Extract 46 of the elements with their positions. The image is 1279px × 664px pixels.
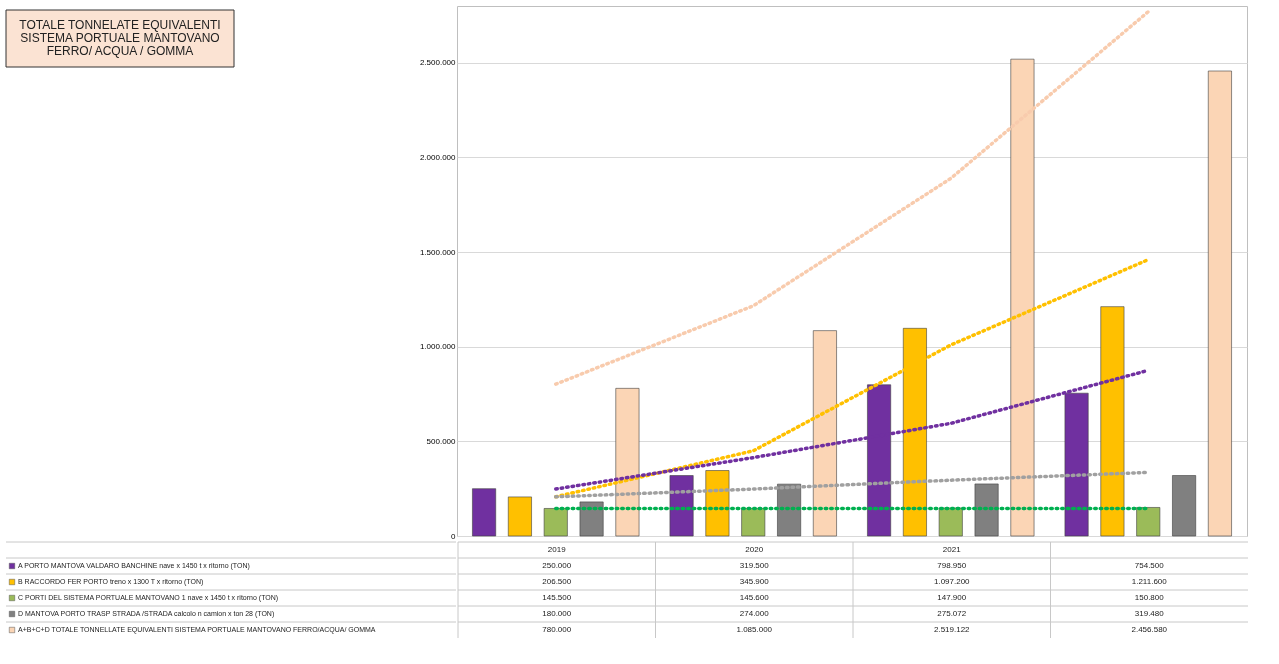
text: TOTALE TONNELATE EQUIVALENTI SISTEMA PORTUALE MANTOVANO FERRO/ ACQUA / GOMMA <box>19 18 221 58</box>
data-label: 319.500 <box>739 561 770 570</box>
bar <box>579 501 604 537</box>
y-tick-label: 1.500.000 <box>419 247 457 257</box>
x-tick-label: 2021 <box>942 545 962 554</box>
bar <box>615 388 640 537</box>
bar <box>472 488 497 537</box>
bar <box>741 508 766 537</box>
data-label: 319.480 <box>1134 609 1165 618</box>
data-label: 145.500 <box>542 593 572 602</box>
bar <box>1207 70 1232 537</box>
bar <box>507 496 532 537</box>
data-label: 2.519.122 <box>933 625 971 634</box>
bar <box>669 475 694 537</box>
data-label: 1.097.200 <box>933 577 971 586</box>
data-label: 1.211.600 <box>1131 577 1168 586</box>
line-series <box>554 470 1150 499</box>
bar <box>543 508 568 537</box>
y-tick-label: 0 <box>451 531 457 541</box>
data-label: 274.000 <box>739 609 770 618</box>
y-tick-label: 500.000 <box>426 436 457 446</box>
data-label: 798.950 <box>937 561 967 570</box>
bar <box>1136 507 1161 537</box>
x-tick-label: 2020 <box>745 545 764 554</box>
y-tick-label: 2.000.000 <box>419 152 457 162</box>
bar <box>1100 306 1125 537</box>
bar <box>938 507 963 537</box>
data-label: 180.000 <box>542 609 572 618</box>
y-tick-label: 2.500.000 <box>419 58 457 68</box>
data-label: 2.456.580 <box>1131 625 1168 634</box>
bar <box>974 483 999 537</box>
x-tick-label: 2019 <box>547 545 567 554</box>
data-label: 150.800 <box>1134 593 1165 602</box>
data-label: 275.072 <box>937 609 967 618</box>
data-label: 754.500 <box>1134 561 1165 570</box>
data-label: 206.500 <box>542 577 572 586</box>
y-tick-label: 1.000.000 <box>419 342 457 352</box>
data-label: 147.900 <box>937 593 967 602</box>
bar <box>705 470 730 537</box>
data-label: 250.000 <box>542 561 572 570</box>
data-label: 1.085.000 <box>736 625 773 634</box>
bar <box>1172 475 1197 537</box>
data-label: 345.900 <box>739 577 770 586</box>
data-label: 780.000 <box>542 625 572 634</box>
bar <box>812 330 837 537</box>
data-label: 145.600 <box>739 593 770 602</box>
